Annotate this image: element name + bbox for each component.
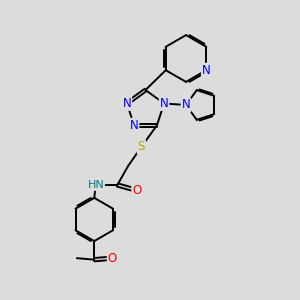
- Text: O: O: [132, 184, 142, 197]
- Text: N: N: [160, 97, 168, 110]
- Text: HN: HN: [87, 180, 104, 190]
- Text: N: N: [123, 97, 131, 110]
- Text: N: N: [202, 64, 211, 77]
- Text: N: N: [130, 119, 138, 132]
- Text: N: N: [182, 98, 190, 112]
- Text: S: S: [138, 140, 145, 153]
- Text: O: O: [108, 252, 117, 265]
